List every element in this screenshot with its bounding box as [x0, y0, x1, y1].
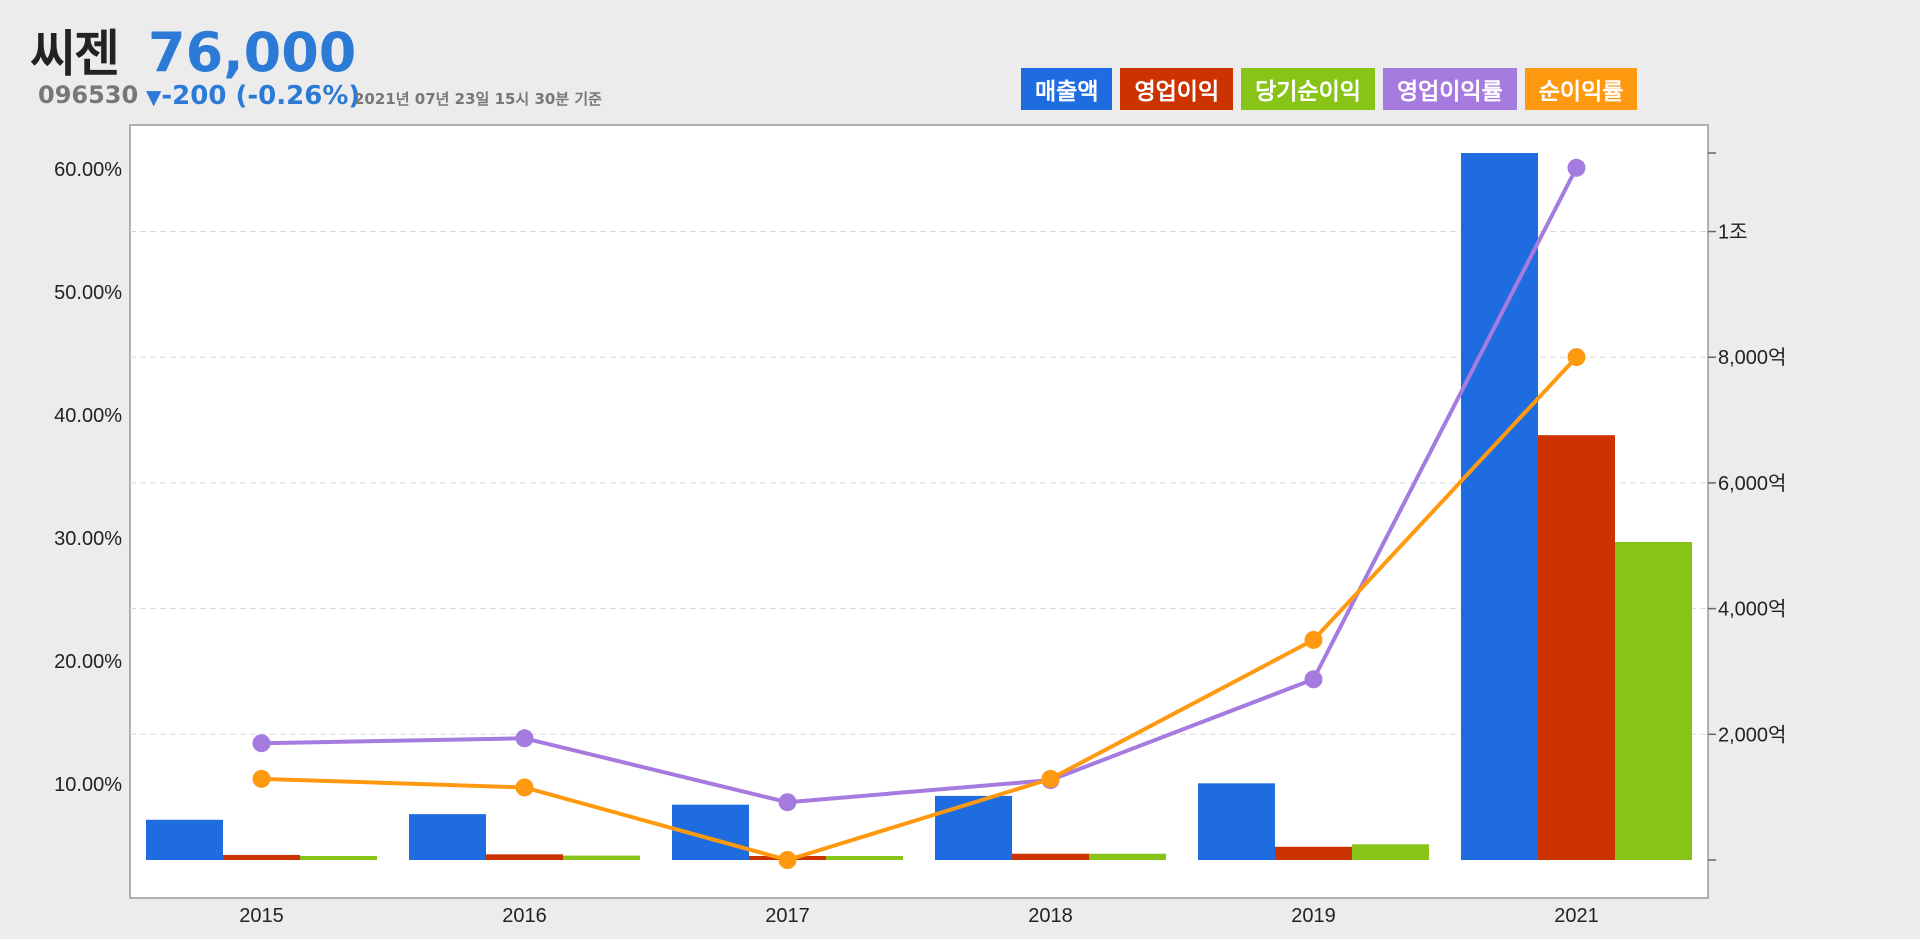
revenue-bar — [935, 795, 1012, 860]
net-income-bar — [563, 855, 640, 860]
net-income-bar — [826, 856, 903, 860]
net-income-bar — [1615, 542, 1692, 860]
left-tick-label: 20.00% — [54, 651, 122, 673]
down-arrow-icon: ▼ — [146, 85, 162, 109]
x-tick-label: 2016 — [502, 905, 547, 927]
operating-income-bar — [486, 854, 563, 860]
operating-margin-point — [515, 729, 534, 748]
legend-item-1[interactable]: 영업이익 — [1120, 68, 1234, 110]
stock-code: 096530 — [38, 81, 139, 109]
net-margin-point — [252, 769, 271, 788]
left-tick-label: 10.00% — [54, 774, 122, 796]
net-margin-point — [1041, 769, 1060, 788]
right-tick-label: 4,000억 — [1718, 598, 1786, 621]
stock-name: 씨젠 — [30, 25, 120, 83]
operating-income-bar — [1275, 846, 1352, 860]
right-tick-label: 2,000억 — [1718, 723, 1786, 746]
net-income-bar — [300, 856, 377, 860]
chart-legend: 매출액 영업이익 당기순이익 영업이익률 순이익률 — [1021, 68, 1638, 110]
revenue-bar — [409, 814, 486, 860]
operating-margin-point — [1304, 670, 1323, 689]
net-margin-line — [261, 355, 1578, 862]
right-tick-label: 6,000억 — [1718, 472, 1786, 495]
left-tick-label: 30.00% — [54, 528, 122, 550]
plot-area — [129, 124, 1709, 899]
revenue-bar — [1461, 153, 1538, 860]
legend-item-2[interactable]: 당기순이익 — [1241, 68, 1375, 110]
net-margin-point — [515, 778, 534, 797]
legend-item-4[interactable]: 순이익률 — [1524, 68, 1638, 110]
timestamp: 2021년 07년 23일 15시 30분 기준 — [354, 90, 602, 108]
operating-margin-point — [252, 734, 271, 753]
price-change: ▼-200 (-0.26%) — [146, 80, 360, 113]
legend-item-0[interactable]: 매출액 — [1021, 68, 1113, 110]
revenue-bar — [1198, 783, 1275, 860]
left-tick-label: 40.00% — [54, 405, 122, 427]
x-tick-label: 2015 — [239, 905, 284, 927]
price-change-value: -200 (-0.26%) — [161, 81, 361, 111]
left-tick-label: 50.00% — [54, 282, 122, 304]
operating-margin-point — [778, 793, 797, 812]
operating-margin-point — [1567, 158, 1586, 177]
stock-price: 76,000 — [148, 21, 357, 84]
revenue-bar — [146, 819, 223, 860]
left-tick-label: 60.00% — [54, 159, 122, 181]
net-margin-point — [1304, 630, 1323, 649]
net-margin-point — [778, 851, 797, 869]
right-tick-label: 1조 — [1718, 222, 1748, 244]
operating-income-bar — [223, 854, 300, 860]
x-tick-label: 2017 — [765, 905, 810, 927]
net-income-bar — [1352, 844, 1429, 860]
right-tick-label: 8,000억 — [1718, 346, 1786, 369]
net-margin-point — [1567, 348, 1586, 367]
operating-income-bar — [1538, 435, 1615, 860]
legend-item-3[interactable]: 영업이익률 — [1382, 68, 1517, 110]
x-tick-label: 2018 — [1028, 905, 1073, 927]
net-income-bar — [1089, 853, 1166, 860]
stock-header: 씨젠 76,000 096530 ▼-200 (-0.26%) 2021년 07… — [0, 0, 1920, 125]
operating-income-bar — [1012, 853, 1089, 860]
x-tick-label: 2019 — [1291, 905, 1336, 927]
x-tick-label: 2021 — [1554, 905, 1599, 927]
